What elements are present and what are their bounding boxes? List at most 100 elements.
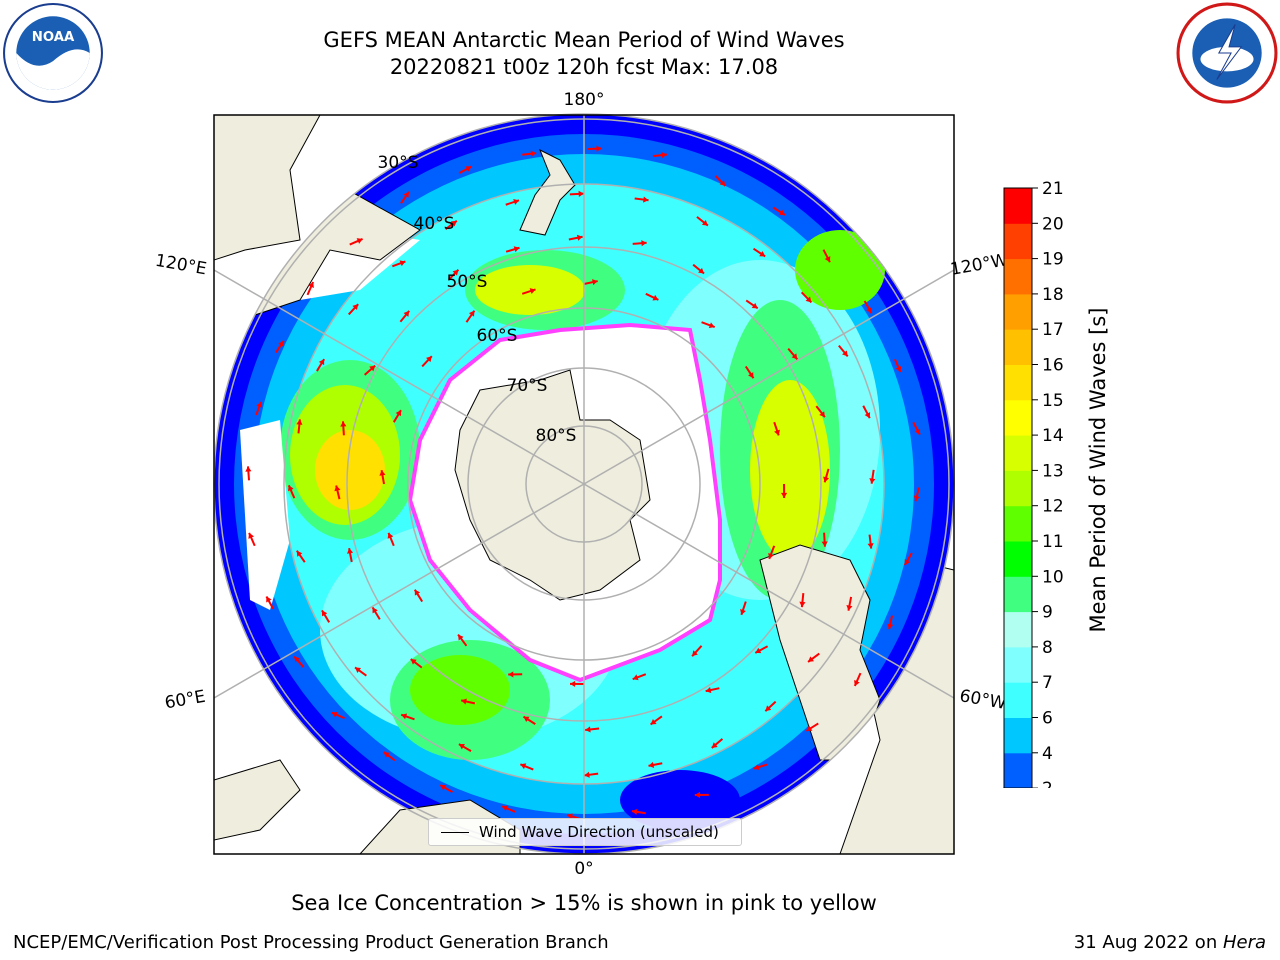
- wind-arrow-head: [502, 805, 509, 812]
- wind-arrow-head: [711, 742, 718, 748]
- wind-arrow-head: [523, 716, 530, 722]
- wind-arrow-head: [513, 199, 520, 205]
- wind-arrow-head: [694, 791, 700, 799]
- wind-arrow-head: [399, 260, 406, 267]
- lon-label-0: 0°: [574, 859, 593, 879]
- colorbar-segment: [1004, 223, 1032, 260]
- wind-arrow-head: [759, 251, 766, 257]
- wind-arrow-head: [819, 411, 825, 418]
- wind-arrow-head: [287, 485, 294, 492]
- wind-arrow-head: [578, 190, 584, 197]
- wind-arrow-head: [576, 234, 583, 241]
- wind-arrow-head: [596, 145, 602, 152]
- legend-line-sample: [441, 831, 469, 833]
- colorbar-tick-label: 10: [1042, 567, 1064, 587]
- wind-arrow-head: [566, 813, 573, 820]
- wind-arrow-head: [631, 808, 638, 815]
- wind-arrow-head: [468, 310, 475, 317]
- lat-label-30s: 30°S: [378, 153, 419, 173]
- wind-arrow-head: [318, 359, 325, 366]
- lat-label-50s: 50°S: [447, 272, 488, 292]
- colorbar-tick-label: 15: [1042, 391, 1064, 411]
- colorbar-tick-label: 2: [1042, 779, 1053, 788]
- wind-arrow-head: [650, 718, 657, 725]
- wind-arrow-head: [294, 656, 300, 663]
- wind-arrow-head: [296, 419, 303, 425]
- svg-text:NOAA: NOAA: [32, 30, 75, 45]
- map-legend: Wind Wave Direction (unscaled): [428, 818, 742, 846]
- colorbar-segment: [1004, 505, 1032, 542]
- colorbar-tick-label: 13: [1042, 461, 1064, 481]
- wind-arrow-head: [278, 340, 284, 347]
- wind-arrow-head: [692, 650, 698, 657]
- wind-arrow-head: [914, 428, 921, 435]
- colorbar-tick-label: 11: [1042, 532, 1064, 552]
- wind-arrow-head: [570, 680, 576, 688]
- colorbar-tick-label: 6: [1042, 709, 1053, 729]
- wind-arrow-head: [866, 307, 872, 314]
- wind-arrow-head: [403, 310, 410, 317]
- footer-date-text: 31 Aug 2022 on: [1073, 932, 1223, 953]
- colorbar-segment: [1004, 646, 1032, 683]
- wind-arrow-head: [774, 429, 780, 436]
- wind-arrow-head: [347, 548, 354, 554]
- wind-arrow-head: [369, 365, 376, 372]
- chart-title: GEFS MEAN Antarctic Mean Period of Wind …: [323, 28, 845, 52]
- wind-arrow-head: [383, 752, 390, 758]
- wind-arrow-head: [768, 552, 774, 559]
- colorbar-segment: [1004, 717, 1032, 754]
- wind-arrow-head: [308, 282, 314, 288]
- wind-arrow-head: [508, 671, 514, 678]
- wind-arrow-head: [334, 485, 341, 492]
- australia-land: [214, 115, 321, 261]
- wind-arrow-head: [584, 771, 590, 778]
- colorbar-tick-label: 7: [1042, 673, 1053, 693]
- wind-arrow-head: [751, 302, 758, 309]
- colorbar-tick-label: 9: [1042, 603, 1053, 623]
- colorbar-tick-label: 20: [1042, 214, 1064, 234]
- wind-arrow-head: [869, 478, 876, 484]
- wind-arrow-head: [913, 495, 920, 502]
- wind-arrow-head: [379, 470, 386, 476]
- wind-arrow-head: [864, 412, 871, 419]
- wind-arrow-head: [805, 296, 812, 303]
- colorbar-label: Mean Period of Wind Waves [s]: [1086, 307, 1110, 633]
- lon-label-120e: 120°E: [154, 251, 208, 280]
- wind-arrow-head: [355, 667, 362, 673]
- wind-arrow-head: [698, 267, 705, 274]
- wind-arrow-head: [450, 220, 457, 227]
- colorbar-tick-label: 12: [1042, 497, 1064, 517]
- wind-arrow-head: [458, 634, 464, 641]
- wind-arrow-head: [846, 605, 853, 611]
- wind-arrow-head: [661, 152, 667, 159]
- wind-arrow-head: [461, 698, 467, 705]
- wind-arrow-head: [403, 191, 409, 198]
- colorbar-segment: [1004, 541, 1032, 577]
- colorbar-segment: [1004, 188, 1032, 224]
- nws-logo: [1176, 2, 1278, 104]
- wind-arrow-head: [387, 532, 394, 539]
- wind-arrow-head: [340, 421, 347, 427]
- new-zealand-land: [519, 148, 576, 236]
- wind-arrow-head: [755, 647, 762, 654]
- wind-arrow-head: [799, 601, 806, 608]
- wind-arrow-head: [414, 589, 421, 596]
- footer-machine: Hera: [1222, 932, 1266, 953]
- colorbar-segment: [1004, 399, 1032, 436]
- colorbar-tick-label: 19: [1042, 250, 1064, 270]
- wind-arrow-head: [740, 608, 746, 615]
- wind-arrow-head: [842, 350, 848, 357]
- wind-arrow-head: [245, 466, 252, 472]
- wind-arrow-head: [780, 492, 788, 498]
- colorbar-segment: [1004, 258, 1032, 295]
- colorbar-segment: [1004, 293, 1032, 330]
- colorbar-segment: [1004, 611, 1032, 648]
- colorbar-segment: [1004, 576, 1032, 613]
- wind-arrow-head: [440, 785, 447, 791]
- colorbar-segment: [1004, 435, 1032, 471]
- wind-arrow-head: [641, 240, 647, 247]
- wind-arrow-head: [395, 410, 401, 417]
- wind-arrow-head: [823, 476, 830, 483]
- wind-arrow-head: [321, 610, 328, 617]
